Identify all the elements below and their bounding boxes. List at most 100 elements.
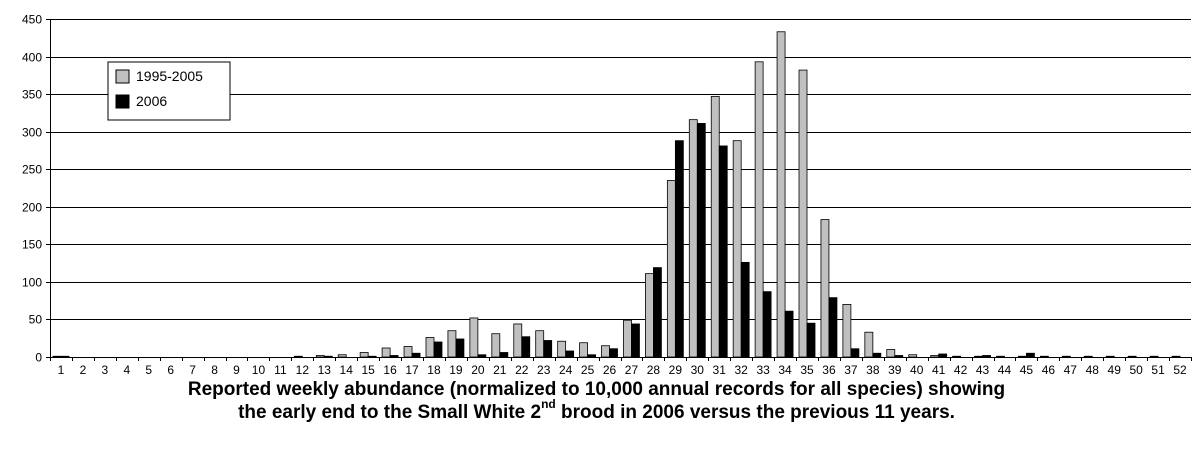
bar-series-2 <box>521 336 531 358</box>
bar-series-2 <box>433 341 443 358</box>
x-tick-label: 15 <box>361 363 375 377</box>
bar-series-2 <box>674 140 684 358</box>
bar-series-2 <box>543 340 553 358</box>
bar-series-2 <box>828 297 838 358</box>
bar-series-2 <box>609 348 618 358</box>
caption-superscript: nd <box>541 397 556 411</box>
bar-series-2 <box>587 354 596 358</box>
y-tick-label: 400 <box>22 51 42 65</box>
x-tick-label: 36 <box>822 363 836 377</box>
bar-series-2 <box>389 355 399 358</box>
x-tick-label: 43 <box>976 363 990 377</box>
x-tick-label: 24 <box>559 363 573 377</box>
y-tick-label: 350 <box>22 88 42 102</box>
y-tick-label: 200 <box>22 201 42 215</box>
bar-series-2 <box>784 310 794 358</box>
x-tick-label: 16 <box>383 363 397 377</box>
x-tick-label: 46 <box>1042 363 1056 377</box>
bar-series-1 <box>359 352 369 358</box>
bar-series-1 <box>381 347 391 358</box>
bar-series-1 <box>886 349 896 358</box>
bar-series-1 <box>52 355 62 358</box>
x-tick-label: 18 <box>427 363 441 377</box>
x-tick-label: 27 <box>625 363 639 377</box>
x-tick-label: 13 <box>318 363 332 377</box>
axes <box>50 19 1192 361</box>
chart-caption: Reported weekly abundance (normalized to… <box>0 378 1193 424</box>
x-tick-label: 38 <box>866 363 880 377</box>
x-tick-label: 28 <box>647 363 661 377</box>
x-tick-label: 11 <box>274 363 287 377</box>
bar-series-1 <box>710 95 720 358</box>
bar-series-1 <box>996 355 1005 358</box>
bar-series-2 <box>631 323 640 358</box>
x-tick-label: 25 <box>581 363 595 377</box>
bar-series-1 <box>491 333 501 358</box>
bar-series-1 <box>403 346 413 358</box>
x-tick-label: 1 <box>58 363 65 377</box>
bar-series-2 <box>565 350 575 358</box>
x-axis-tick-labels: 1 2 3 4 5 6 7 8 9 10 11 12 13 14 15 16 17 18 19 20 21 22 23 24 2… <box>58 363 1187 377</box>
x-tick-label: 21 <box>493 363 507 377</box>
bar-series-1 <box>601 345 610 358</box>
y-axis-tick-labels: 0 50 100 150 200 250 300 350 400 450 <box>22 13 42 365</box>
x-tick-label: 48 <box>1086 363 1100 377</box>
x-tick-label: 10 <box>252 363 266 377</box>
x-tick-label: 29 <box>669 363 683 377</box>
bar-series-1 <box>666 180 676 358</box>
x-tick-label: 41 <box>932 363 946 377</box>
bar-series-2 <box>367 355 377 358</box>
y-tick-label: 450 <box>22 13 42 27</box>
bar-series-2 <box>411 352 421 358</box>
bar-series-1 <box>798 69 808 358</box>
bar-series-2 <box>323 355 333 358</box>
caption-line-2-tail: brood in 2006 versus the previous 11 yea… <box>555 402 955 423</box>
x-tick-label: 22 <box>515 363 529 377</box>
legend: 1995-2005 2006 <box>107 61 231 121</box>
bar-series-1 <box>645 273 654 358</box>
x-tick-label: 3 <box>102 363 109 377</box>
x-tick-label: 44 <box>998 363 1012 377</box>
x-tick-label: 5 <box>145 363 152 377</box>
bar-series-2 <box>653 267 662 358</box>
x-tick-label: 9 <box>233 363 240 377</box>
bar-series-1 <box>1127 355 1137 358</box>
bar-series-2 <box>894 355 904 358</box>
bar-series-1 <box>908 354 918 358</box>
bar-series-1 <box>974 355 983 358</box>
bar-series-2 <box>718 145 728 358</box>
y-tick-label: 100 <box>22 276 42 290</box>
bar-series-1 <box>1061 355 1071 358</box>
bar-series-1 <box>952 355 962 358</box>
bar-series-1 <box>293 355 303 358</box>
bar-series-1 <box>623 319 632 358</box>
bar-series-2 <box>872 352 882 358</box>
x-tick-label: 49 <box>1108 363 1122 377</box>
bar-series-2 <box>455 338 465 358</box>
bar-series-1 <box>425 337 435 358</box>
bar-marks <box>52 31 1181 358</box>
legend-swatch-series-1 <box>115 69 130 84</box>
x-tick-label: 31 <box>713 363 727 377</box>
bar-series-1 <box>688 119 698 358</box>
bar-series-2 <box>850 348 860 358</box>
bar-series-2 <box>806 322 816 358</box>
caption-line-1: Reported weekly abundance (normalized to… <box>187 379 1006 400</box>
bar-series-1 <box>469 317 479 358</box>
x-tick-label: 34 <box>778 363 792 377</box>
x-tick-label: 2 <box>80 363 87 377</box>
bar-series-2 <box>938 353 948 358</box>
x-tick-label: 39 <box>888 363 902 377</box>
x-tick-label: 47 <box>1064 363 1078 377</box>
bar-series-1 <box>1083 355 1093 358</box>
y-tick-label: 150 <box>22 238 42 252</box>
bar-series-1 <box>776 31 786 358</box>
legend-label-series-1: 1995-2005 <box>136 68 203 84</box>
bar-series-1 <box>315 355 325 358</box>
bar-series-2 <box>60 355 70 358</box>
bar-series-1 <box>930 355 940 358</box>
bar-series-1 <box>1105 355 1115 358</box>
x-tick-label: 35 <box>800 363 814 377</box>
y-tick-label: 300 <box>22 126 42 140</box>
x-tick-label: 14 <box>340 363 354 377</box>
